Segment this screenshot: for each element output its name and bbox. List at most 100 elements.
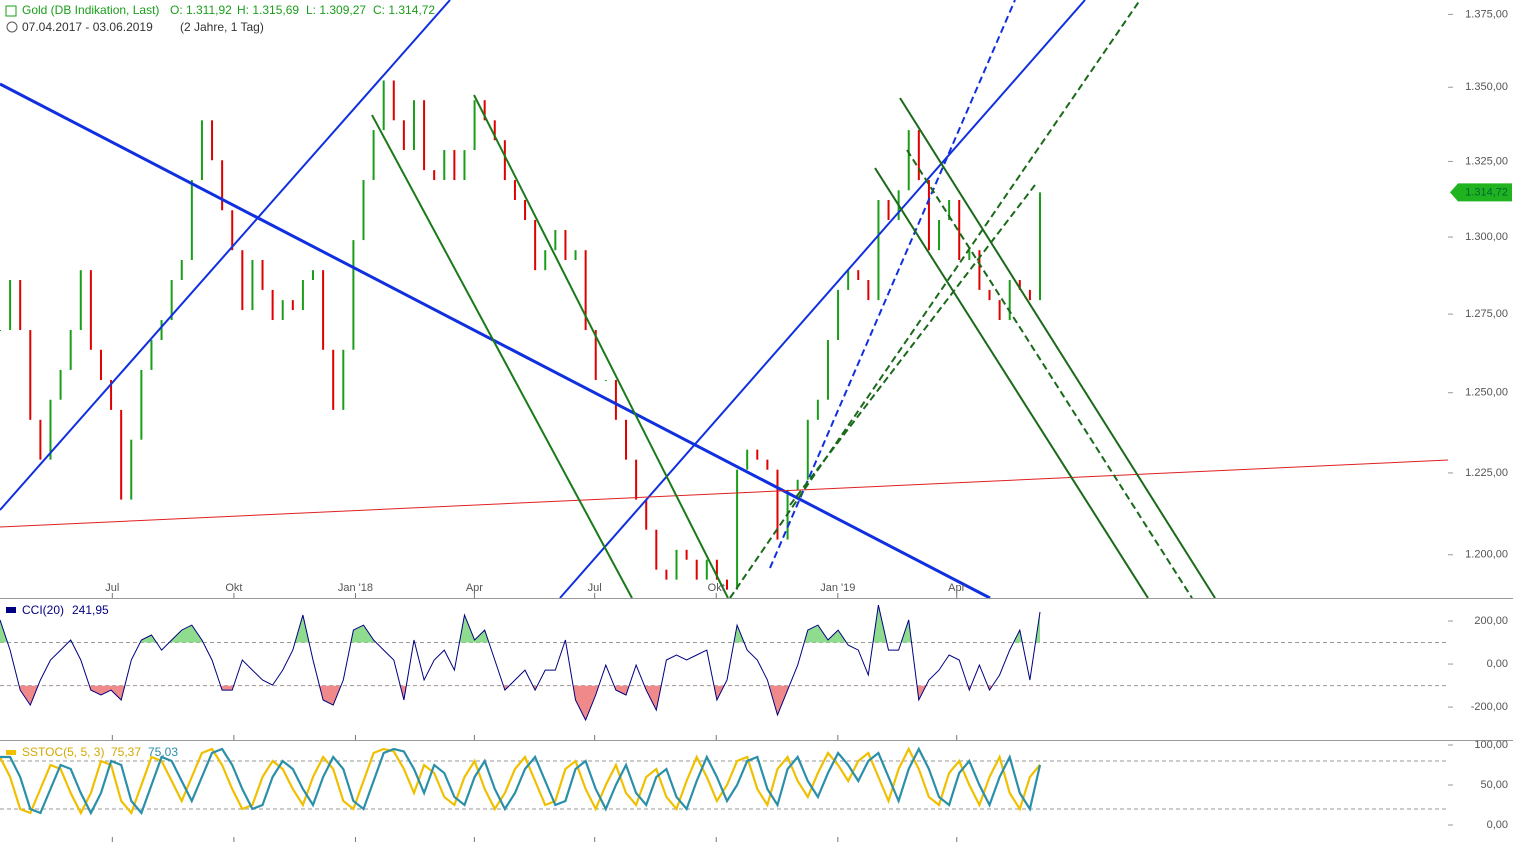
price-bar: [200, 120, 203, 181]
y-tick-label: 1.300,00: [1465, 231, 1508, 243]
price-bar: [614, 380, 617, 420]
price-bar: [534, 219, 537, 271]
price-bar: [231, 210, 234, 251]
price-bar: [342, 349, 345, 410]
price-bar: [816, 399, 819, 420]
y-tick-label: 1.350,00: [1465, 81, 1508, 93]
price-bar: [625, 419, 628, 460]
price-bar: [180, 260, 183, 281]
price-bar: [725, 579, 728, 590]
price-bar: [352, 240, 355, 350]
price-bar: [19, 280, 22, 331]
x-tick-label: Jan '19: [820, 582, 855, 594]
price-bar: [695, 559, 698, 580]
ohlc-label: O: 1.311,92: [170, 3, 232, 17]
chart-title: Gold (DB Indikation, Last): [22, 3, 159, 17]
trendline: [769, 0, 1016, 569]
series-line: [0, 746, 1042, 816]
price-bar: [281, 300, 284, 321]
price-bar: [312, 270, 315, 281]
axis-background: [1448, 0, 1513, 842]
price-bar: [756, 449, 759, 460]
price-bar: [826, 340, 829, 400]
price-bar: [635, 459, 638, 500]
price-bar: [301, 280, 304, 311]
trendline: [0, 82, 991, 600]
y-tick-label: 50,00: [1480, 779, 1508, 791]
price-bar: [473, 100, 476, 151]
price-bar: [160, 320, 163, 341]
price-bar: [332, 349, 335, 410]
price-bar: [120, 409, 123, 500]
price-bar: [736, 469, 739, 590]
trendline: [789, 184, 1036, 506]
price-bar: [604, 380, 607, 382]
trendline: [899, 97, 1216, 599]
price-bar: [39, 419, 42, 460]
price-bar: [170, 280, 173, 321]
price-bar: [99, 349, 102, 381]
price-bar: [513, 180, 516, 200]
range-label: (2 Jahre, 1 Tag): [180, 20, 264, 34]
axes-layer: Jul Okt Jan '18 Apr Jul Okt Jan '19 Apr 1.375,00…: [105, 8, 1512, 842]
price-bar: [665, 569, 668, 580]
last-price-label: 1.314,72: [1465, 186, 1508, 198]
price-bar: [867, 280, 870, 301]
price-bar: [140, 369, 143, 440]
price-bar: [907, 130, 910, 191]
band-fill: [0, 685, 1040, 720]
y-tick-label: 200,00: [1474, 615, 1508, 627]
price-bar: [423, 100, 426, 171]
price-bar: [837, 289, 840, 341]
price-bar: [948, 199, 951, 220]
y-tick-label: 1.225,00: [1465, 467, 1508, 479]
last-value-label: 75,03: [148, 745, 178, 759]
price-bar: [524, 199, 527, 220]
price-bar: [221, 160, 224, 211]
price-bar: [1028, 289, 1031, 301]
price-bar: [49, 399, 52, 460]
price-bar: [574, 250, 577, 261]
legend-swatch: [6, 750, 16, 755]
y-tick-label: 100,00: [1474, 739, 1508, 751]
price-bar: [544, 250, 547, 271]
x-tick-label: Apr: [948, 582, 965, 594]
trendline: [371, 114, 633, 599]
price-bar: [493, 120, 496, 141]
price-bar: [251, 260, 254, 311]
price-bar: [887, 199, 890, 220]
y-tick-label: 1.275,00: [1465, 308, 1508, 320]
x-tick-label: Jan '18: [338, 582, 373, 594]
price-bar: [453, 150, 456, 181]
legend-label: SSTOC(5, 5, 3): [22, 745, 104, 759]
x-tick-label: Okt: [708, 582, 725, 594]
price-bar: [291, 300, 294, 311]
clock-icon: [6, 21, 18, 33]
last-value-label: 75,37: [111, 745, 141, 759]
ohlc-label: C: 1.314,72: [373, 3, 435, 17]
price-bar: [79, 270, 82, 331]
price-bar: [877, 199, 880, 301]
trendline: [559, 0, 1086, 599]
price-bar: [69, 330, 72, 370]
price-bar: [59, 369, 62, 400]
price-bar: [1008, 280, 1011, 321]
x-tick-label: Jul: [588, 582, 602, 594]
price-bar: [150, 340, 153, 370]
price-bar: [847, 270, 850, 290]
price-bar: [9, 280, 12, 331]
price-bar: [978, 250, 981, 290]
price-bar: [322, 270, 325, 350]
price-bar: [685, 549, 688, 560]
y-tick-label: 1.375,00: [1465, 8, 1508, 20]
price-bar: [130, 439, 133, 500]
price-bar: [443, 150, 446, 181]
price-bar: [190, 180, 193, 261]
price-bar: [998, 300, 1001, 321]
series-line: [0, 604, 1041, 722]
ohlc-label: L: 1.309,27: [306, 3, 366, 17]
trendline: [0, 456, 1513, 528]
price-bar: [261, 260, 264, 290]
series-line: [0, 746, 1041, 816]
